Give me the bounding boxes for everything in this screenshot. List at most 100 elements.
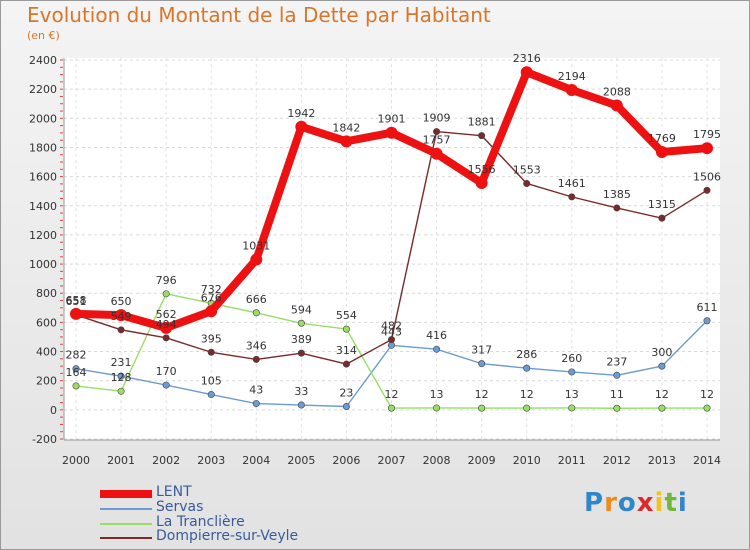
- legend-swatch: [100, 490, 152, 498]
- data-label: 300: [651, 346, 672, 359]
- data-point: [160, 321, 173, 334]
- data-point: [297, 349, 305, 357]
- data-point: [701, 142, 713, 155]
- data-label: 666: [246, 293, 267, 306]
- data-label: 482: [381, 320, 402, 333]
- data-point: [520, 66, 533, 79]
- data-label: 12: [385, 388, 399, 401]
- data-point: [72, 365, 80, 373]
- x-tick-label: 2007: [378, 454, 406, 467]
- data-label: 128: [111, 371, 132, 384]
- legend-label: Servas: [156, 499, 204, 515]
- data-label: 611: [697, 301, 718, 314]
- data-point: [72, 382, 80, 390]
- data-point: [655, 145, 668, 158]
- legend-swatch: [100, 508, 152, 510]
- x-tick-label: 2006: [332, 454, 360, 467]
- data-point: [385, 126, 398, 139]
- data-label: 237: [606, 355, 627, 368]
- data-label: 549: [111, 310, 132, 323]
- data-label: 1769: [648, 132, 676, 145]
- data-point: [205, 305, 218, 318]
- x-tick-label: 2003: [197, 454, 225, 467]
- data-point: [523, 404, 531, 412]
- data-label: 562: [156, 308, 177, 321]
- data-label: 43: [249, 384, 263, 397]
- data-point: [433, 128, 441, 136]
- y-tick-label: 1400: [29, 200, 57, 213]
- data-point: [117, 387, 125, 395]
- data-label: 33: [294, 385, 308, 398]
- data-point: [610, 99, 623, 112]
- data-point: [658, 214, 666, 222]
- data-point: [523, 179, 531, 187]
- data-point: [250, 253, 263, 266]
- data-label: 1795: [693, 128, 721, 141]
- x-tick-label: 2011: [558, 454, 586, 467]
- data-label: 395: [201, 332, 222, 345]
- data-point: [115, 309, 128, 322]
- y-tick-label: 200: [36, 375, 57, 388]
- data-point: [613, 371, 621, 379]
- data-point: [387, 336, 395, 344]
- data-point: [430, 147, 443, 160]
- chart-title: Evolution du Montant de la Dette par Hab…: [27, 3, 491, 27]
- legend-label: Dompierre-sur-Veyle: [156, 528, 299, 544]
- data-label: 231: [111, 356, 132, 369]
- data-label: 651: [66, 295, 87, 308]
- x-tick-label: 2005: [287, 454, 315, 467]
- data-label: 11: [610, 388, 624, 401]
- data-point: [433, 345, 441, 353]
- data-point: [207, 348, 215, 356]
- legend-label: LENT: [156, 484, 192, 500]
- x-tick-label: 2013: [648, 454, 676, 467]
- data-label: 594: [291, 303, 312, 316]
- data-point: [342, 360, 350, 368]
- data-point: [613, 204, 621, 212]
- data-point: [252, 355, 260, 363]
- data-label: 732: [201, 283, 222, 296]
- data-point: [658, 404, 666, 412]
- data-label: 13: [430, 388, 444, 401]
- data-label: 1757: [423, 134, 451, 147]
- data-label: 1315: [648, 198, 676, 211]
- x-tick-label: 2012: [603, 454, 631, 467]
- data-point: [117, 372, 125, 380]
- y-tick-label: 1000: [29, 258, 57, 271]
- data-point: [703, 186, 711, 194]
- x-tick-label: 2004: [242, 454, 270, 467]
- data-point: [523, 364, 531, 372]
- data-point: [207, 391, 215, 399]
- data-point: [117, 326, 125, 334]
- data-label: 282: [66, 349, 87, 362]
- data-label: 170: [156, 365, 177, 378]
- data-label: 286: [516, 348, 537, 361]
- data-point: [478, 404, 486, 412]
- data-point: [568, 368, 576, 376]
- data-label: 12: [700, 388, 714, 401]
- data-label: 13: [565, 388, 579, 401]
- data-label: 1901: [378, 113, 406, 126]
- x-tick-label: 2000: [62, 454, 90, 467]
- data-label: 1842: [332, 121, 360, 134]
- data-label: 1385: [603, 188, 631, 201]
- legend-swatch: [100, 537, 152, 539]
- data-label: 1909: [423, 112, 451, 125]
- data-point: [568, 404, 576, 412]
- data-label: 658: [66, 294, 87, 307]
- y-tick-label: 1800: [29, 141, 57, 154]
- legend-label: La Tranclière: [156, 514, 245, 530]
- data-label: 1881: [468, 116, 496, 129]
- proxiti-logo: Proxiti: [584, 488, 688, 518]
- y-tick-label: 1600: [29, 171, 57, 184]
- x-tick-label: 2010: [513, 454, 541, 467]
- data-label: 314: [336, 344, 357, 357]
- data-label: 12: [475, 388, 489, 401]
- data-point: [162, 381, 170, 389]
- x-tick-label: 2014: [693, 454, 721, 467]
- data-point: [478, 360, 486, 368]
- data-point: [342, 402, 350, 410]
- y-tick-label: 1200: [29, 229, 57, 242]
- data-point: [475, 177, 488, 190]
- data-point: [295, 120, 308, 133]
